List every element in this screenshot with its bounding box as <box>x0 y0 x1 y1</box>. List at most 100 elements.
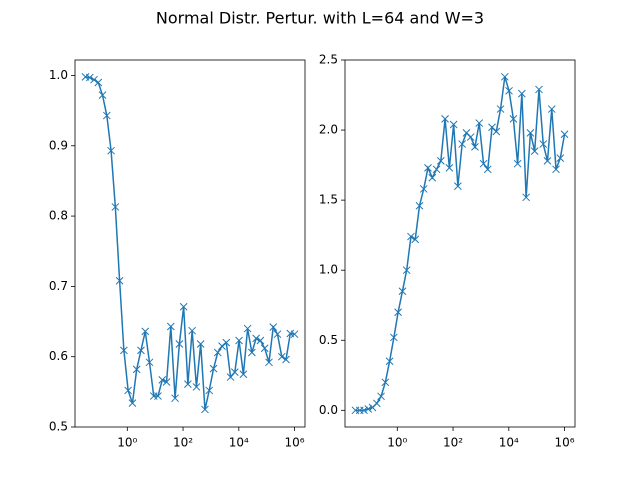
marker <box>252 334 261 343</box>
marker <box>213 348 222 357</box>
marker <box>218 342 226 351</box>
y-tick-label: 1.0 <box>319 263 338 277</box>
x-tick-label: 10⁴ <box>499 436 519 450</box>
marker <box>132 365 141 374</box>
marker <box>124 386 132 395</box>
marker <box>560 130 569 139</box>
marker <box>539 140 548 148</box>
marker <box>141 327 150 336</box>
marker <box>556 154 565 162</box>
marker <box>290 330 299 339</box>
marker <box>436 157 445 165</box>
marker <box>449 120 458 129</box>
marker <box>364 405 373 413</box>
marker <box>466 133 475 141</box>
marker <box>145 358 154 367</box>
marker <box>441 115 449 123</box>
marker <box>256 336 265 345</box>
marker <box>360 406 368 415</box>
marker <box>381 378 390 387</box>
marker <box>496 105 505 113</box>
marker <box>269 323 278 332</box>
marker <box>398 287 407 296</box>
marker <box>390 333 398 342</box>
x-tick-label: 10⁶ <box>285 436 305 450</box>
y-tick-label: 0.5 <box>319 333 338 347</box>
marker <box>282 355 290 364</box>
marker <box>530 147 539 155</box>
y-tick-label: 0.0 <box>319 403 338 417</box>
axes-frame <box>74 59 306 428</box>
marker <box>471 143 479 151</box>
marker <box>277 352 286 361</box>
marker <box>522 193 531 202</box>
marker <box>239 370 248 379</box>
marker <box>158 376 167 384</box>
marker <box>94 78 103 87</box>
marker <box>205 386 214 395</box>
marker <box>184 380 192 388</box>
series-line <box>355 76 566 412</box>
marker <box>209 364 218 373</box>
marker <box>188 326 197 335</box>
marker <box>192 383 201 391</box>
y-tick-label: 0.8 <box>49 209 68 223</box>
marker <box>458 140 467 148</box>
marker <box>454 182 462 190</box>
marker <box>162 378 171 386</box>
y-tick-label: 0.7 <box>49 279 68 293</box>
marker <box>411 235 420 244</box>
marker <box>248 348 256 357</box>
marker <box>372 399 381 408</box>
marker <box>166 322 175 331</box>
y-tick-label: 2.0 <box>319 123 338 137</box>
marker <box>98 91 107 100</box>
marker <box>518 89 526 98</box>
marker <box>428 173 437 182</box>
x-tick-label: 10² <box>173 436 193 450</box>
marker <box>235 336 243 345</box>
marker <box>475 119 484 127</box>
marker <box>260 344 269 353</box>
x-tick-label: 10⁰ <box>387 436 407 450</box>
y-tick-label: 1.0 <box>49 68 68 82</box>
marker <box>509 115 518 123</box>
marker <box>513 159 522 168</box>
marker <box>432 165 441 174</box>
marker <box>402 266 411 275</box>
marker <box>179 302 188 311</box>
y-tick-label: 0.6 <box>49 349 68 363</box>
marker <box>547 105 556 113</box>
marker <box>479 159 488 168</box>
marker <box>526 129 535 137</box>
marker <box>492 127 501 136</box>
marker <box>230 368 239 377</box>
y-tick-label: 2.5 <box>319 53 338 67</box>
marker <box>394 308 402 317</box>
marker <box>535 85 543 94</box>
marker <box>120 346 128 355</box>
marker <box>377 392 385 401</box>
marker <box>196 340 205 348</box>
axes-frame <box>344 59 576 428</box>
x-tick-label: 10⁴ <box>229 436 249 450</box>
marker <box>424 164 432 172</box>
marker <box>222 338 231 347</box>
marker <box>445 164 454 172</box>
marker <box>102 111 111 120</box>
marker <box>385 357 394 366</box>
marker <box>419 185 428 193</box>
marker <box>483 165 492 174</box>
marker <box>115 276 124 285</box>
y-tick-label: 1.5 <box>319 193 338 207</box>
x-tick-label: 10⁶ <box>555 436 575 450</box>
marker <box>265 358 273 367</box>
marker <box>243 324 252 333</box>
x-tick-label: 10⁰ <box>117 436 137 450</box>
marker <box>543 157 552 165</box>
marker <box>154 392 162 400</box>
marker <box>500 72 509 81</box>
y-tick-label: 0.5 <box>49 420 68 434</box>
